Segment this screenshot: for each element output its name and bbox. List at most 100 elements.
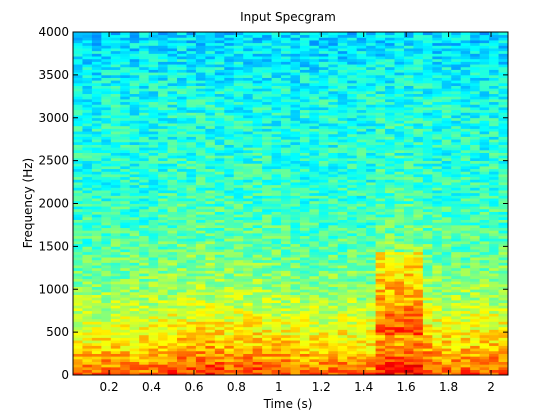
spectrogram-cell — [366, 115, 377, 119]
spectrogram-cell — [252, 128, 263, 132]
spectrogram-cell — [91, 305, 102, 309]
spectrogram-cell — [120, 251, 131, 255]
spectrogram-cell — [167, 184, 178, 188]
spectrogram-cell — [309, 203, 320, 207]
spectrogram-cell — [158, 165, 168, 170]
spectrogram-cell — [243, 90, 254, 95]
spectrogram-cell — [91, 222, 102, 226]
spectrogram-cell — [148, 308, 159, 312]
spectrogram-cell — [243, 200, 254, 204]
spectrogram-cell — [167, 195, 178, 199]
spectrogram-cell — [318, 227, 329, 231]
spectrogram-cell — [413, 198, 424, 202]
spectrogram-cell — [139, 85, 150, 89]
spectrogram-cell — [82, 232, 93, 237]
spectrogram-cell — [158, 171, 168, 175]
spectrogram-cell — [432, 182, 443, 186]
spectrogram-cell — [167, 90, 178, 95]
spectrogram-cell — [120, 299, 131, 304]
spectrogram-cell — [82, 227, 93, 231]
spectrogram-cell — [252, 246, 263, 250]
spectrogram-cell — [262, 310, 272, 314]
spectrogram-cell — [281, 206, 291, 210]
spectrogram-cell — [347, 235, 358, 239]
spectrogram-cell — [347, 34, 358, 38]
spectrogram-cell — [281, 152, 291, 156]
spectrogram-cell — [262, 257, 272, 261]
spectrogram-cell — [385, 165, 395, 170]
spectrogram-cell — [422, 77, 433, 81]
spectrogram-cell — [385, 82, 395, 86]
spectrogram-cell — [224, 316, 235, 320]
spectrogram-cell — [233, 128, 244, 132]
spectrogram-cell — [394, 37, 405, 41]
spectrogram-cell — [318, 42, 329, 46]
spectrogram-cell — [271, 302, 282, 306]
spectrogram-cell — [233, 66, 244, 70]
spectrogram-cell — [129, 179, 140, 183]
spectrogram-cell — [243, 45, 254, 49]
spectrogram-cell — [205, 195, 216, 199]
spectrogram-cell — [243, 176, 254, 180]
spectrogram-cell — [186, 37, 197, 41]
spectrogram-cell — [328, 342, 339, 346]
spectrogram-cell — [347, 176, 358, 180]
spectrogram-cell — [347, 324, 358, 328]
spectrogram-cell — [413, 155, 424, 159]
spectrogram-cell — [129, 289, 140, 293]
spectrogram-cell — [205, 257, 216, 261]
spectrogram-cell — [186, 139, 197, 143]
spectrogram-cell — [318, 302, 329, 306]
spectrogram-cell — [281, 88, 291, 92]
spectrogram-cell — [432, 125, 443, 129]
spectrogram-cell — [413, 230, 424, 234]
spectrogram-cell — [309, 61, 320, 65]
spectrogram-cell — [73, 353, 83, 357]
spectrogram-cell — [299, 249, 310, 253]
spectrogram-cell — [186, 297, 197, 301]
spectrogram-cell — [403, 74, 414, 78]
spectrogram-cell — [73, 251, 83, 255]
spectrogram-cell — [82, 192, 93, 196]
spectrogram-cell — [158, 198, 168, 202]
spectrogram-cell — [290, 267, 301, 271]
spectrogram-cell — [252, 286, 263, 290]
spectrogram-cell — [243, 147, 254, 151]
spectrogram-cell — [422, 66, 433, 70]
spectrogram-cell — [73, 302, 83, 306]
spectrogram-cell — [195, 53, 206, 57]
spectrogram-cell — [224, 243, 235, 247]
spectrogram-cell — [158, 58, 168, 62]
spectrogram-cell — [403, 45, 414, 49]
spectrogram-cell — [366, 32, 377, 36]
spectrogram-cell — [337, 149, 348, 153]
spectrogram-cell — [252, 342, 263, 346]
spectrogram-cell — [243, 348, 254, 352]
spectrogram-cell — [366, 262, 377, 266]
spectrogram-cell — [148, 117, 159, 121]
spectrogram-cell — [214, 366, 225, 371]
spectrogram-cell — [356, 297, 367, 301]
spectrogram-cell — [271, 107, 282, 111]
spectrogram-cell — [167, 232, 178, 237]
spectrogram-cell — [375, 74, 386, 78]
spectrogram-cell — [129, 50, 140, 54]
spectrogram-cell — [299, 232, 310, 237]
spectrogram-cell — [432, 235, 443, 239]
spectrogram-cell — [309, 366, 320, 371]
spectrogram-cell — [110, 273, 121, 277]
spectrogram-cell — [148, 195, 159, 199]
spectrogram-cell — [413, 195, 424, 199]
spectrogram-cell — [139, 259, 150, 263]
spectrogram-cell — [139, 305, 150, 309]
spectrogram-cell — [177, 136, 187, 140]
spectrogram-cell — [233, 299, 244, 304]
spectrogram-cell — [110, 109, 121, 113]
spectrogram-cell — [186, 345, 197, 349]
spectrogram-cell — [366, 348, 377, 352]
spectrogram-cell — [366, 144, 377, 148]
spectrogram-cell — [139, 112, 150, 116]
spectrogram-cell — [91, 321, 102, 325]
spectrogram-cell — [290, 318, 301, 322]
spectrogram-cell — [91, 302, 102, 306]
